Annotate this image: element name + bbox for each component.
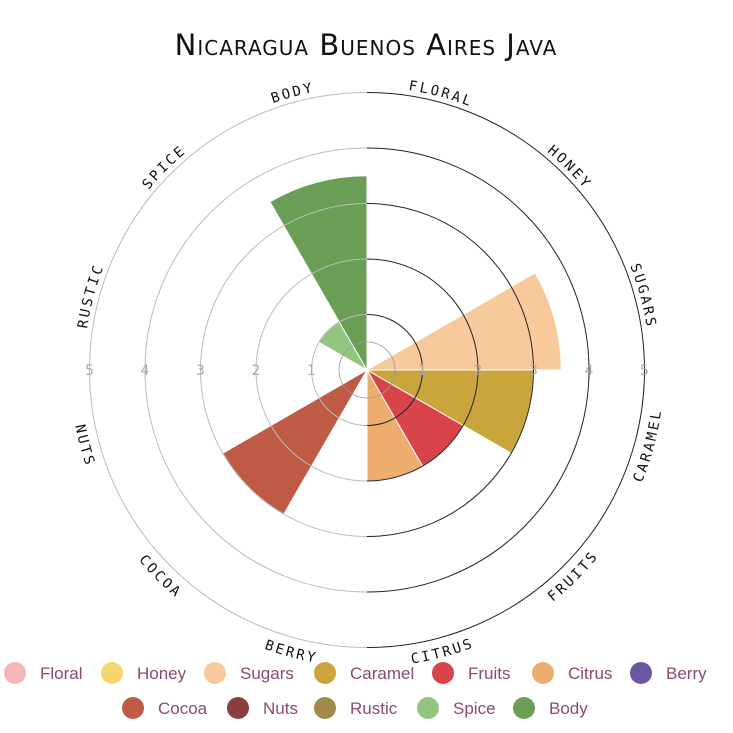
legend-swatch: [513, 697, 535, 719]
center-ring: [338, 341, 396, 399]
legend-item-honey[interactable]: Honey: [101, 662, 187, 684]
legend-swatch: [101, 662, 123, 684]
legend-item-rustic[interactable]: Rustic: [314, 697, 398, 719]
grid-ring-5-right: [366, 92, 645, 648]
legend-label: Cocoa: [158, 699, 208, 718]
legend-label: Nuts: [263, 699, 298, 718]
tick-label-left-4: 4: [141, 363, 150, 379]
tick-label-left-3: 3: [196, 363, 205, 379]
legend-swatch: [432, 662, 454, 684]
axis-label-cocoa: COCOA: [135, 552, 185, 602]
axis-label-rustic: RUSTIC: [75, 261, 108, 329]
tick-label-left-5: 5: [85, 363, 94, 379]
axis-label-honey: HONEY: [544, 142, 594, 192]
grid-ring-4-left: [144, 147, 368, 593]
legend-item-berry[interactable]: Berry: [630, 662, 707, 684]
legend-swatch: [417, 697, 439, 719]
legend-label: Floral: [40, 664, 83, 683]
legend-item-cocoa[interactable]: Cocoa: [122, 697, 208, 719]
tick-label-left-1: 1: [307, 363, 316, 379]
legend-label: Spice: [453, 699, 496, 718]
tick-label-right-5: 5: [640, 363, 649, 379]
legend-swatch: [630, 662, 652, 684]
axis-label-spice: SPICE: [139, 142, 189, 192]
chart-title: Nicaragua Buenos Aires Java: [175, 28, 558, 62]
grid-ring-2-right: [366, 258, 479, 482]
legend-item-spice[interactable]: Spice: [417, 697, 496, 719]
legend-item-citrus[interactable]: Citrus: [532, 662, 612, 684]
legend-swatch: [314, 697, 336, 719]
radial-ticks: 1 1 2 2 3 3 4 4 5 5: [85, 363, 649, 379]
legend-item-nuts[interactable]: Nuts: [227, 697, 298, 719]
legend-label: Honey: [137, 664, 187, 683]
legend-label: Fruits: [468, 664, 511, 683]
axis-label-nuts: NUTS: [71, 423, 98, 469]
sector-body: [269, 175, 368, 372]
legend-item-sugars[interactable]: Sugars: [204, 662, 294, 684]
axis-label-sugars: SUGARS: [626, 261, 659, 329]
tick-label-right-3: 3: [529, 363, 538, 379]
legend-swatch: [122, 697, 144, 719]
legend-item-caramel[interactable]: Caramel: [314, 662, 414, 684]
sector-sugars: [365, 272, 562, 371]
grid-ring-3-left: [200, 203, 368, 537]
legend-swatch: [204, 662, 226, 684]
tick-label-left-2: 2: [252, 363, 261, 379]
legend-label: Body: [549, 699, 588, 718]
tick-label-right-1: 1: [418, 363, 427, 379]
sectors: [222, 175, 562, 515]
legend: Floral Honey Sugars Caramel Fruits Citrus Berr…: [4, 662, 707, 719]
grid-ring-4-right: [366, 147, 590, 593]
grid-ring-5-left: [89, 92, 368, 648]
legend-swatch: [314, 662, 336, 684]
tick-label-right-2: 2: [474, 363, 483, 379]
legend-label: Sugars: [240, 664, 294, 683]
legend-label: Berry: [666, 664, 707, 683]
legend-item-body[interactable]: Body: [513, 697, 588, 719]
grid-ring-2-left: [255, 258, 368, 482]
legend-swatch: [227, 697, 249, 719]
legend-label: Citrus: [568, 664, 612, 683]
legend-label: Rustic: [350, 699, 398, 718]
legend-swatch: [532, 662, 554, 684]
grid-ring-1-right: [366, 314, 423, 426]
legend-swatch: [4, 662, 26, 684]
legend-item-fruits[interactable]: Fruits: [432, 662, 511, 684]
axis-label-fruits: FRUITS: [545, 548, 602, 605]
grid-ring-1-left: [311, 314, 368, 426]
axis-label-caramel: CARAMEL: [630, 408, 665, 485]
tick-label-right-4: 4: [585, 363, 594, 379]
legend-item-floral[interactable]: Floral: [4, 662, 83, 684]
sector-cocoa: [222, 368, 369, 515]
legend-label: Caramel: [350, 664, 414, 683]
grid-ring-3-right: [366, 203, 534, 537]
grid-rings: [89, 92, 645, 648]
axis-label-floral: FLORAL: [407, 78, 475, 111]
